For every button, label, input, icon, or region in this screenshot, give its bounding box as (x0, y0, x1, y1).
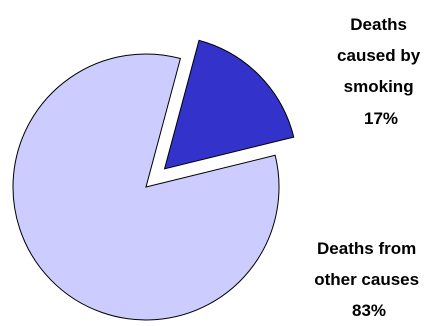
slice-label-smoking: Deaths caused by smoking 17% (337, 15, 425, 128)
pie-slice-smoking (163, 39, 295, 170)
slice-percent-other: 83% (352, 301, 386, 320)
slice-percent-smoking: 17% (364, 109, 398, 128)
slice-label-smoking-line-1: Deaths (350, 15, 407, 34)
pie-slices (12, 39, 295, 321)
slice-label-smoking-line-2: caused by (337, 46, 421, 65)
slice-label-smoking-line-3: smoking (344, 77, 414, 96)
slice-label-other: Deaths from other causes 83% (314, 239, 424, 320)
slice-label-other-line-2: other causes (314, 270, 419, 289)
slice-label-other-line-1: Deaths from (317, 239, 416, 258)
pie-slice-other (12, 53, 280, 321)
